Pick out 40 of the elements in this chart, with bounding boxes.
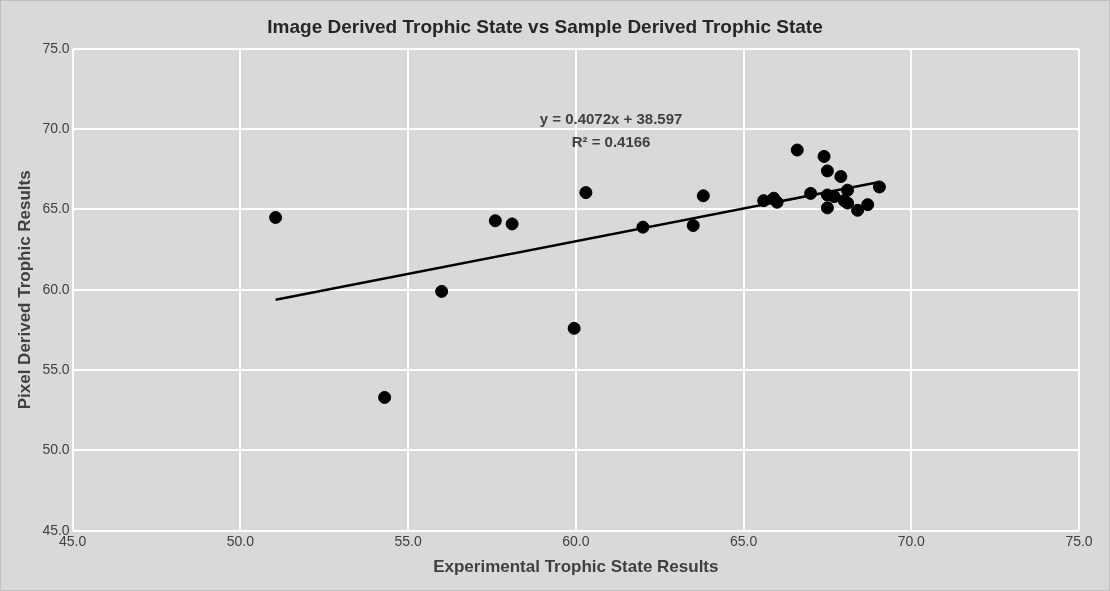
y-tick-label: 55.0 <box>42 360 70 377</box>
y-tick-label: 50.0 <box>42 441 70 458</box>
point <box>686 219 700 233</box>
y-tick-label: 75.0 <box>42 39 70 56</box>
point <box>820 164 834 178</box>
point <box>872 180 886 194</box>
x-tick-label: 55.0 <box>394 533 422 550</box>
y-tick-label: 60.0 <box>42 280 70 297</box>
x-tick-label: 50.0 <box>226 533 255 550</box>
point <box>820 201 834 215</box>
point <box>804 186 818 200</box>
y-tick-label: 65.0 <box>42 200 70 217</box>
point <box>790 143 804 157</box>
x-tick-label: 70.0 <box>897 533 926 550</box>
point <box>579 186 593 200</box>
point <box>567 321 581 335</box>
point <box>817 149 831 163</box>
point <box>834 170 848 184</box>
x-axis-title: Experimental Trophic State Results <box>433 557 719 577</box>
point <box>378 390 392 404</box>
annotation: R² = 0.4166 <box>571 132 651 150</box>
point <box>841 183 855 197</box>
point <box>851 203 865 217</box>
point <box>269 211 283 224</box>
point <box>841 196 855 210</box>
x-tick-label: 65.0 <box>729 533 758 550</box>
y-tick-label: 70.0 <box>42 119 70 136</box>
point <box>435 284 449 298</box>
point <box>696 189 710 203</box>
point <box>861 198 875 212</box>
point <box>770 195 784 209</box>
point <box>827 190 841 204</box>
x-tick-label: 75.0 <box>1065 533 1093 550</box>
point <box>488 214 502 228</box>
y-axis-title: Pixel Derived Trophic Results <box>14 170 34 410</box>
point <box>505 217 519 231</box>
annotation: y = 0.4072x + 38.597 <box>539 109 683 127</box>
x-tick-label: 60.0 <box>562 533 590 550</box>
point <box>636 220 650 234</box>
chart-title: Image Derived Trophic State vs Sample Derived Trophic State <box>267 15 823 37</box>
